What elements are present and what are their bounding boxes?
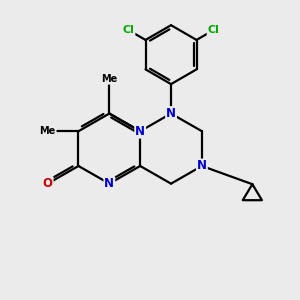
Text: Me: Me (40, 126, 56, 136)
Text: Cl: Cl (123, 25, 134, 35)
Text: Cl: Cl (208, 25, 220, 35)
Text: N: N (166, 107, 176, 120)
Text: N: N (197, 160, 207, 172)
Text: O: O (43, 177, 52, 190)
Text: N: N (135, 125, 145, 138)
Text: N: N (104, 177, 114, 190)
Text: Me: Me (101, 74, 118, 84)
